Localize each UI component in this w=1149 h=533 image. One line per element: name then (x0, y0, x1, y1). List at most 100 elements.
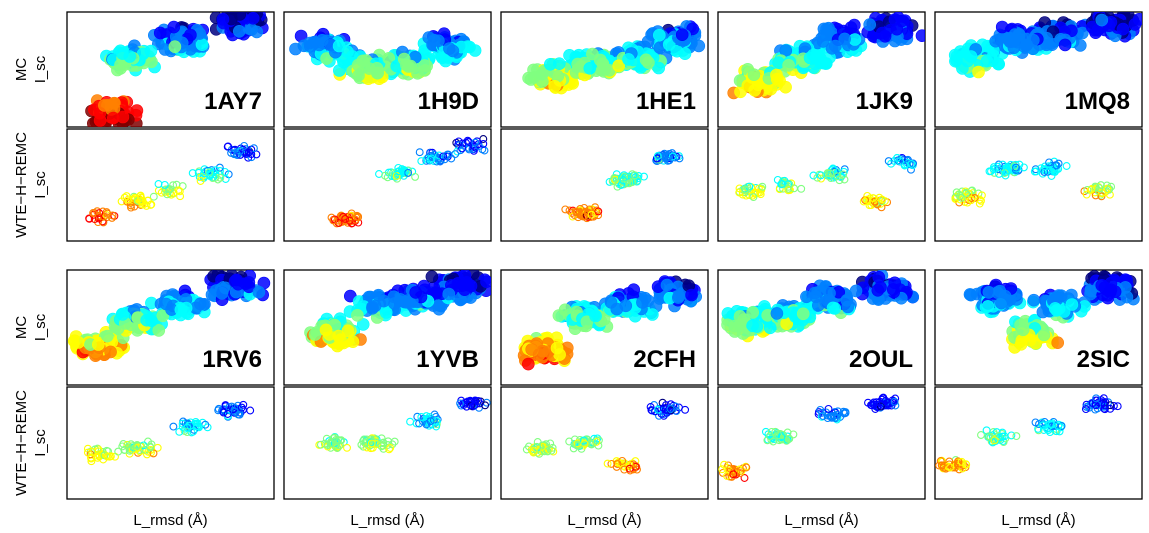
data-point (681, 405, 690, 414)
data-point (763, 321, 777, 335)
data-point (549, 447, 558, 456)
data-point (589, 309, 602, 323)
complex-label-1JK9: 1JK9 (856, 88, 913, 115)
data-point (1012, 163, 1020, 172)
data-point (216, 12, 230, 26)
data-point (567, 209, 576, 217)
data-point (529, 447, 538, 456)
data-point (946, 463, 955, 472)
data-point (746, 306, 760, 319)
data-point (888, 13, 902, 26)
data-point (784, 180, 793, 189)
data-point (891, 394, 900, 403)
data-point (1014, 337, 1028, 351)
data-point (149, 192, 158, 201)
data-point (1116, 22, 1130, 36)
data-point (915, 29, 925, 42)
data-point (223, 142, 232, 151)
data-point (163, 190, 172, 199)
data-point (184, 28, 197, 42)
data-point (108, 213, 116, 222)
data-point (862, 195, 871, 204)
data-point (1012, 432, 1021, 441)
scatter-1JK9-mc (727, 12, 925, 100)
scatter-1YVB-mc (304, 270, 491, 353)
data-point (875, 193, 884, 202)
data-point (470, 401, 479, 410)
data-point (333, 444, 342, 452)
data-point (404, 168, 413, 177)
data-point (146, 200, 155, 209)
data-point (995, 296, 1008, 310)
data-point (742, 463, 751, 472)
mc-row-label-group: MC I_sc (13, 55, 49, 83)
data-point (550, 341, 564, 355)
data-point (618, 456, 627, 465)
data-point (563, 48, 576, 62)
data-point (532, 348, 546, 361)
data-point (94, 214, 103, 223)
data-point (203, 423, 212, 432)
data-point (612, 59, 626, 73)
data-point (183, 423, 192, 432)
data-point (1097, 192, 1106, 201)
data-point (316, 440, 325, 449)
data-point (535, 67, 549, 81)
wte-row-label-group: WTE−H−REMC I_sc (13, 132, 49, 238)
scatter-2SIC-mc (963, 270, 1140, 354)
data-point (574, 213, 583, 222)
data-point (1107, 182, 1116, 191)
data-point (546, 439, 555, 448)
data-point (640, 172, 648, 181)
data-point (552, 309, 566, 322)
data-point (137, 193, 146, 202)
data-point (945, 457, 954, 466)
data-point (1057, 422, 1066, 431)
data-point (194, 297, 207, 311)
data-point (167, 20, 181, 34)
data-point (83, 448, 92, 457)
data-point (720, 460, 729, 469)
data-point (1106, 401, 1115, 410)
data-point (1120, 290, 1134, 304)
data-point (610, 302, 624, 316)
data-point (474, 396, 483, 405)
data-point (1008, 28, 1022, 41)
data-point (736, 327, 750, 340)
data-point (838, 32, 852, 46)
data-point (721, 318, 734, 332)
data-point (954, 457, 963, 466)
data-point (460, 276, 474, 289)
data-point (233, 401, 242, 410)
data-point (246, 406, 255, 415)
data-point (463, 136, 472, 145)
wte-row-label-group: WTE−H−REMC I_sc (13, 390, 49, 496)
scatter-2CFH-mc (517, 275, 703, 371)
data-point (103, 452, 112, 461)
data-point (1083, 185, 1092, 194)
data-point (995, 169, 1003, 178)
data-point (977, 431, 985, 439)
data-point (975, 195, 984, 204)
data-point (980, 54, 994, 68)
data-point (1051, 336, 1064, 350)
data-point (406, 417, 415, 426)
data-point (796, 307, 810, 321)
data-point (354, 212, 363, 221)
scatter-1AY7-wte (85, 141, 261, 227)
complex-label-2OUL: 2OUL (849, 346, 913, 373)
data-point (422, 412, 431, 421)
data-point (967, 196, 976, 204)
data-point (817, 174, 826, 183)
data-point (548, 80, 562, 93)
data-point (245, 23, 258, 36)
data-point (565, 206, 574, 215)
data-point (524, 442, 533, 451)
data-point (339, 216, 348, 225)
complex-label-1YVB: 1YVB (416, 346, 479, 373)
data-point (741, 185, 750, 194)
data-point (783, 428, 792, 437)
x-axis-label: L_rmsd (Å) (784, 512, 858, 529)
scatter-2OUL-wte (718, 393, 900, 482)
data-point (432, 416, 441, 425)
